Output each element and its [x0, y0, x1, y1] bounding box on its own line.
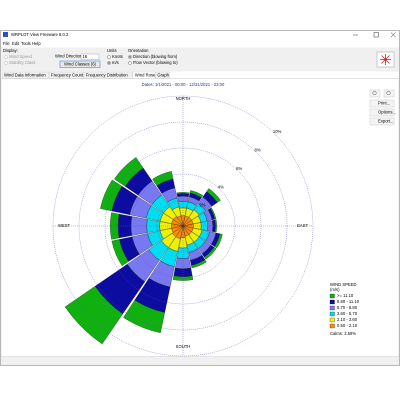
- zoom-in-button[interactable]: [369, 89, 381, 98]
- close-button[interactable]: [390, 32, 396, 38]
- chart-subtitle: Dates: 1/1/2021 - 00:00 - 12/31/2021 - 2…: [142, 82, 225, 87]
- legend-units: (m/s): [330, 287, 340, 292]
- rose-segment: [64, 286, 123, 345]
- app-icon: [3, 32, 8, 37]
- side-button-label: Print...: [378, 101, 390, 106]
- ring-label: 4%: [218, 184, 224, 189]
- ring-label: 8%: [255, 148, 261, 153]
- legend-label: 3.60 - 5.70: [337, 311, 358, 316]
- rose-segment: [174, 257, 192, 270]
- rose-segment: [210, 207, 217, 220]
- legend-label: 2.10 - 3.60: [337, 317, 358, 322]
- wind-classes-button[interactable]: [59, 60, 101, 68]
- status-bar: [1, 357, 399, 365]
- menu-item[interactable]: Edit: [12, 41, 20, 46]
- radio[interactable]: [4, 55, 8, 59]
- rose-segment: [111, 239, 129, 266]
- legend-title: WIND SPEED: [330, 282, 357, 287]
- rose-segment: [110, 212, 120, 240]
- radio-dot: [129, 56, 131, 58]
- side-button[interactable]: [369, 117, 395, 126]
- side-button[interactable]: [369, 99, 395, 108]
- ring-label: 6%: [236, 166, 242, 171]
- grid-ring: [156, 199, 210, 253]
- maximize-button[interactable]: [373, 32, 379, 38]
- radio-label: Flow Vector (blowing to): [133, 60, 178, 65]
- wind-directions-select[interactable]: [80, 53, 100, 60]
- radio-label: Stability Class: [9, 60, 35, 65]
- select-value: 16: [83, 54, 88, 59]
- zoom-icon: [386, 90, 391, 95]
- rose-segment: [214, 233, 223, 249]
- radio[interactable]: [4, 61, 8, 65]
- radio[interactable]: [128, 61, 132, 65]
- side-button-label: Options...: [378, 110, 396, 115]
- rose-segment: [152, 171, 174, 186]
- menu-item[interactable]: File: [3, 41, 10, 46]
- compass-label: SOUTH: [176, 344, 191, 349]
- rose-segment: [176, 192, 190, 195]
- side-button[interactable]: [369, 108, 395, 117]
- legend-swatch: [329, 293, 335, 299]
- rose-segment: [123, 299, 165, 333]
- tab-label: Wind Rose: [135, 72, 156, 77]
- menu-item[interactable]: Help: [32, 41, 41, 46]
- legend-swatch: [329, 323, 335, 329]
- ring-label: 10%: [273, 129, 282, 134]
- radio-label: Knots: [112, 54, 123, 59]
- rose-segment: [206, 188, 221, 203]
- ring-label: 2%: [199, 203, 205, 208]
- side-button-label: Export...: [378, 119, 394, 124]
- grid-ring: [130, 173, 236, 279]
- compass-label: WEST: [58, 223, 71, 228]
- radio-dot: [108, 62, 110, 64]
- rose-segment: [204, 247, 217, 260]
- zoom-out-button[interactable]: [383, 89, 395, 98]
- legend-label: 8.80 - 11.10: [337, 299, 360, 304]
- rose-segment: [114, 157, 144, 187]
- tab-label: Graph: [157, 72, 169, 77]
- wind-directions-label: Wind Directions: [55, 54, 84, 59]
- toolbar: [1, 47, 399, 72]
- rose-segment: [189, 190, 204, 198]
- rose-segment: [207, 220, 214, 232]
- radio-label: Wind Speed: [9, 54, 32, 59]
- radio[interactable]: [107, 55, 111, 59]
- legend-label: 5.70 - 8.80: [337, 305, 358, 310]
- legend-swatch: [329, 299, 335, 305]
- legend-swatch: [329, 317, 335, 323]
- legend-swatch: [329, 305, 335, 311]
- grid-ring: [104, 147, 262, 305]
- legend-swatch: [329, 311, 335, 317]
- window-title: WRPLOT View Freeware 8.0.2: [11, 32, 69, 37]
- compass-label: EAST: [297, 223, 308, 228]
- tab-label: Frequency Count: [51, 72, 84, 77]
- tab-label: Frequency Distribution: [86, 72, 129, 77]
- zoom-icon: [372, 90, 377, 95]
- radio-label: m/s: [112, 60, 119, 65]
- compass-label: NORTH: [176, 96, 191, 101]
- rose-icon: [380, 54, 391, 65]
- legend-label: 0.50 - 2.10: [337, 323, 358, 328]
- tab-label: Wind Data Information: [4, 72, 46, 77]
- grid-ring: [52, 95, 314, 357]
- legend-label: >= 11.10: [337, 293, 354, 298]
- menu-item[interactable]: Tools: [21, 41, 31, 46]
- calms-label: Calms: 2.58%: [330, 331, 356, 336]
- display-label: Display:: [3, 48, 18, 53]
- grid-ring: [78, 121, 288, 331]
- button-label: Wind Classes (6): [64, 61, 96, 66]
- rose-segment: [191, 259, 207, 269]
- units-label: Units: [107, 48, 117, 53]
- orientation-label: Orientation: [128, 48, 149, 53]
- radio-label: Direction (blowing from): [133, 54, 178, 59]
